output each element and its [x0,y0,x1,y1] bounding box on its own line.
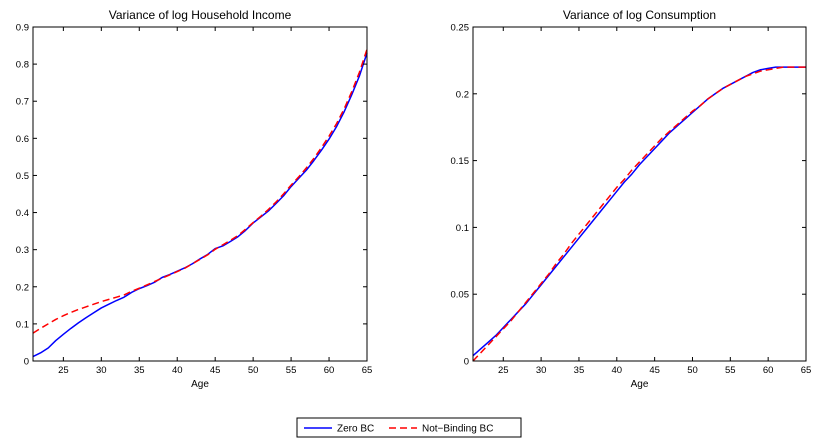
y-tick-label: 0 [24,357,29,368]
y-tick-label: 0.2 [456,89,469,100]
x-tick-label: 30 [536,365,547,376]
y-tick-label: 0.1 [16,319,29,330]
x-tick-label: 35 [134,365,145,376]
x-tick-label: 40 [172,365,183,376]
y-tick-label: 0.1 [456,223,469,234]
y-tick-label: 0.15 [451,156,470,167]
legend-box [296,417,522,438]
x-tick-label: 35 [574,365,585,376]
legend-label-not-binding-bc: Not−Binding BC [422,424,493,435]
series-line-zero-bc [472,66,806,357]
y-tick-label: 0.25 [451,23,470,34]
x-tick-label: 45 [210,365,221,376]
chart-title: Variance of log Consumption [563,8,716,22]
x-tick-label: 60 [324,365,335,376]
x-tick-label: 55 [286,365,297,376]
chart-title: Variance of log Household Income [109,8,292,22]
x-tick-label: 65 [362,365,373,376]
legend-label-zero-bc: Zero BC [337,424,374,435]
y-tick-label: 0.4 [16,208,29,219]
plot-frame [472,26,807,362]
y-tick-label: 0.6 [16,134,29,145]
x-tick-label: 60 [763,365,774,376]
y-tick-label: 0.9 [16,23,29,34]
y-tick-label: 0.7 [16,97,29,108]
y-tick-label: 0.8 [16,60,29,71]
x-axis-label: Age [191,379,209,390]
chart-income-variance: Variance of log Household Income 25 30 35 40… [16,8,373,390]
x-tick-label: 50 [687,365,698,376]
series-line-zero-bc [32,52,368,358]
x-tick-label: 45 [649,365,660,376]
x-axis-label: Age [631,379,649,390]
x-tick-label: 25 [498,365,509,376]
x-tick-label: 55 [725,365,736,376]
y-tick-label: 0.2 [16,282,29,293]
plot-frame [32,26,368,362]
y-tick-label: 0.05 [451,290,470,301]
series-line-not-binding-bc [32,49,368,334]
legend: Zero BC Not−Binding BC [296,417,522,438]
series-line-not-binding-bc [472,66,806,362]
x-tick-label: 50 [248,365,259,376]
y-tick-label: 0.3 [16,245,29,256]
x-tick-label: 65 [801,365,812,376]
y-tick-label: 0 [464,357,469,368]
y-tick-label: 0.5 [16,171,29,182]
chart-consumption-variance: Variance of log Consumption 25 30 35 40 45 50 5… [451,8,812,390]
x-tick-label: 30 [96,365,107,376]
x-tick-label: 25 [58,365,69,376]
x-tick-label: 40 [612,365,623,376]
